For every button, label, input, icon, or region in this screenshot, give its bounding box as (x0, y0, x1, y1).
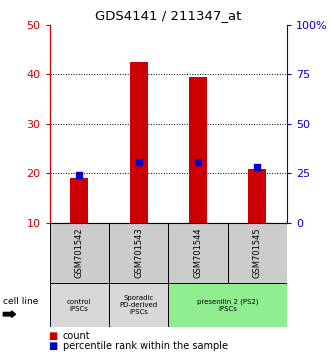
Point (77, 173, 82, 178)
Text: control
IPSCs: control IPSCs (67, 299, 91, 312)
Bar (50, 223, 109, 283)
Point (136, 159, 141, 164)
Bar (168, 283, 287, 327)
Bar (109, 283, 168, 327)
Bar (50, 283, 109, 327)
Text: cell line: cell line (3, 297, 39, 306)
Bar (109, 223, 168, 283)
Text: GSM701543: GSM701543 (134, 228, 143, 279)
Bar (168, 223, 228, 283)
Text: percentile rank within the sample: percentile rank within the sample (63, 341, 228, 351)
Bar (228, 223, 287, 283)
Bar (248, 169, 266, 223)
Point (195, 159, 201, 164)
Text: GSM701545: GSM701545 (253, 228, 262, 279)
Text: ■: ■ (48, 341, 57, 351)
Text: presenilin 2 (PS2)
iPSCs: presenilin 2 (PS2) iPSCs (197, 298, 258, 312)
Text: Sporadic
PD-derived
iPSCs: Sporadic PD-derived iPSCs (119, 295, 158, 315)
Text: GSM701544: GSM701544 (193, 228, 203, 279)
Bar (70, 178, 88, 223)
Bar (130, 62, 148, 223)
Bar (189, 77, 207, 223)
Text: GSM701542: GSM701542 (75, 228, 84, 279)
Title: GDS4141 / 211347_at: GDS4141 / 211347_at (95, 9, 242, 22)
Text: count: count (63, 331, 90, 341)
Point (255, 164, 260, 169)
Text: ■: ■ (48, 331, 57, 341)
